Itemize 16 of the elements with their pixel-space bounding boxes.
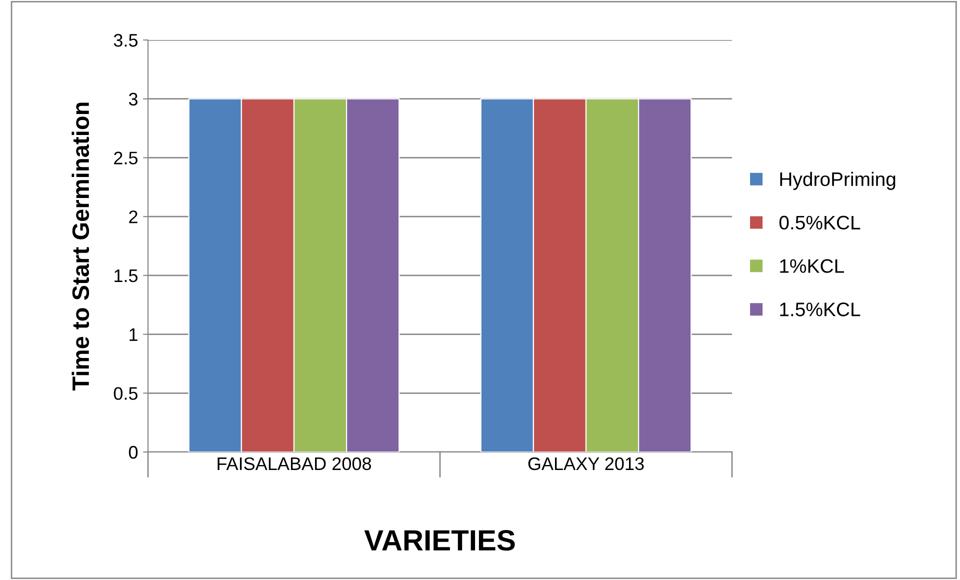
- legend-label: 1%KCL: [780, 259, 844, 273]
- y-tick-label: 3: [128, 92, 138, 106]
- y-tick-label: 2.5: [114, 152, 138, 164]
- y-tick-label: 1.5: [114, 270, 138, 282]
- y-tick-label: 3.5: [114, 34, 138, 47]
- x-tick-label: FAISALABAD 2008: [218, 457, 372, 470]
- x-tick-label: GALAXY 2013: [528, 457, 644, 470]
- legend-label: 1.5%KCL: [780, 302, 860, 316]
- x-axis-title: VARIETIES: [364, 530, 515, 551]
- y-axis-title: Time to Start Germination: [72, 102, 90, 390]
- legend-label: 0.5%KCL: [779, 216, 860, 230]
- y-tick-label: 0: [128, 446, 138, 459]
- y-tick-label: 1: [130, 328, 138, 341]
- legend-label: HydroPriming: [780, 172, 896, 190]
- y-tick-label: 2: [129, 210, 138, 224]
- y-tick-label: 0.5: [114, 387, 138, 400]
